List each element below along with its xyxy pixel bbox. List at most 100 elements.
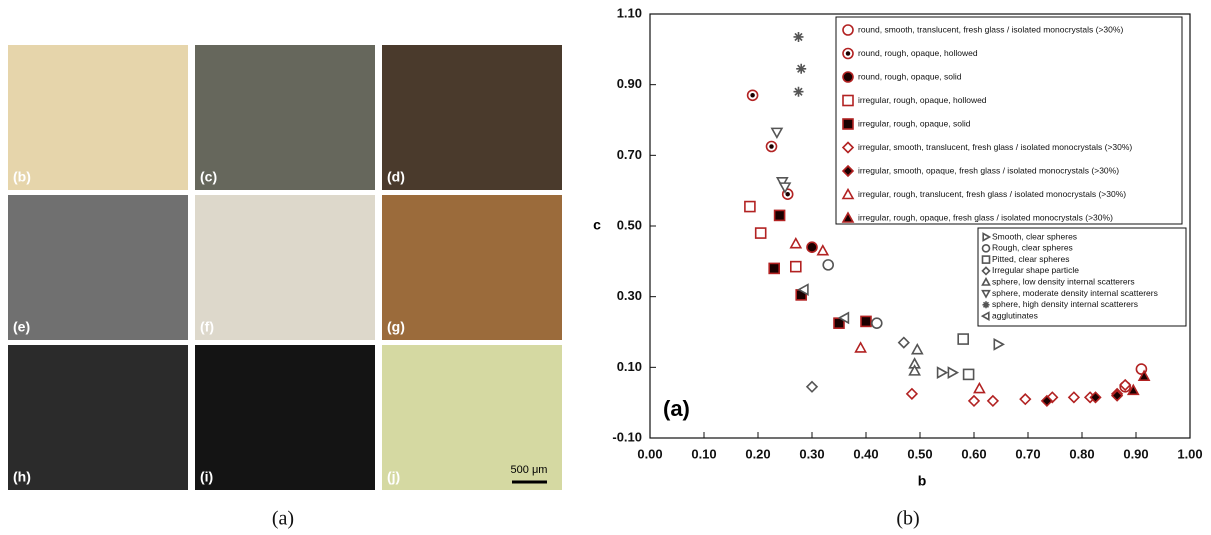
point: [746, 89, 759, 102]
marker-outline: [773, 209, 786, 222]
marker-outline: [793, 86, 804, 97]
marker-outline: [793, 31, 804, 42]
y-axis-label: c: [593, 217, 601, 233]
legend-marker: [981, 255, 991, 264]
marker-outline: [947, 366, 960, 379]
point: [768, 262, 781, 275]
photo-label: (e): [13, 319, 30, 335]
legend-marker: [842, 94, 854, 107]
point: [860, 315, 872, 328]
marker-outline: [816, 244, 830, 256]
legend-label: irregular, rough, opaque, fresh glass / …: [858, 212, 1113, 222]
marker-outline: [957, 333, 970, 345]
point: [773, 209, 786, 222]
point: [870, 317, 883, 329]
caption: (b): [896, 508, 919, 530]
point: [986, 394, 1000, 408]
legend-label: irregular, rough, opaque, solid: [858, 118, 971, 128]
marker-outline: [910, 343, 924, 355]
marker-outline: [1119, 378, 1132, 392]
legend-label: irregular, smooth, opaque, fresh glass /…: [858, 165, 1119, 175]
point: [793, 86, 804, 97]
marker-outline: [981, 289, 991, 299]
marker-outline: [973, 381, 986, 394]
legend-marker: [841, 164, 855, 178]
x-axis-label: b: [918, 473, 927, 489]
x-tick-label: 0.30: [799, 446, 824, 461]
legend-label: sphere, low density internal scatterers: [992, 276, 1135, 286]
photo: [8, 195, 188, 340]
point: [1089, 391, 1102, 404]
y-tick-label: -0.10: [612, 429, 642, 444]
marker-outline: [980, 311, 990, 321]
x-tick-label: 0.70: [1015, 446, 1040, 461]
photo: [382, 195, 562, 340]
marker-outline: [841, 187, 855, 200]
marker-center: [750, 93, 755, 98]
marker-outline: [841, 211, 855, 223]
point: [1126, 383, 1140, 396]
legend-label: sphere, moderate density internal scatte…: [992, 288, 1158, 298]
point: [822, 259, 835, 271]
photo-label: (i): [200, 469, 213, 485]
photo-label: (d): [387, 169, 405, 185]
legend-label: irregular, smooth, translucent, fresh gl…: [858, 142, 1132, 152]
legend-marker: [980, 311, 990, 321]
panel-label: (a): [663, 396, 690, 421]
x-tick-label: 0.60: [961, 446, 986, 461]
legend-label: irregular, rough, translucent, fresh gla…: [858, 189, 1126, 199]
legend-marker: [841, 211, 855, 223]
legend-label: round, smooth, translucent, fresh glass …: [858, 24, 1123, 34]
y-tick-label: 0.90: [617, 76, 642, 91]
point: [1040, 394, 1054, 408]
legend-marker: [842, 71, 854, 83]
point: [993, 338, 1005, 351]
marker-outline: [967, 394, 981, 408]
photo-label: (g): [387, 319, 405, 335]
legend-marker: [981, 266, 991, 276]
marker-outline: [796, 63, 807, 74]
marker-outline: [1126, 383, 1140, 396]
photo: [8, 345, 188, 490]
x-tick-label: 0.40: [853, 446, 878, 461]
scale-bar-label: 500 μm: [511, 464, 548, 476]
marker-outline: [905, 387, 919, 400]
marker-outline: [897, 336, 910, 349]
point: [1019, 393, 1032, 406]
photo-label: (f): [200, 319, 214, 335]
point: [789, 237, 803, 249]
marker-outline: [860, 315, 872, 328]
marker-outline: [797, 283, 809, 296]
legend-label: round, rough, opaque, solid: [858, 71, 962, 81]
legend-label: Irregular shape particle: [992, 265, 1079, 275]
marker-outline: [1067, 391, 1081, 404]
marker-outline: [837, 311, 850, 325]
marker-outline: [822, 259, 835, 271]
point: [973, 381, 986, 394]
marker-outline: [842, 24, 854, 36]
photo: [195, 345, 375, 490]
point: [1067, 391, 1081, 404]
marker-center: [845, 51, 851, 56]
photo-label: (j): [387, 469, 400, 485]
x-tick-label: 0.20: [745, 446, 770, 461]
point: [897, 336, 910, 349]
legend-label: Pitted, clear spheres: [992, 254, 1069, 264]
point: [765, 140, 778, 153]
photo: [195, 195, 375, 340]
marker-outline: [768, 262, 781, 275]
legend-marker: [981, 289, 991, 299]
y-tick-label: 0.30: [617, 288, 642, 303]
marker-center: [785, 191, 790, 197]
marker-outline: [1040, 394, 1054, 408]
legend-label: round, rough, opaque, hollowed: [858, 48, 978, 58]
y-tick-label: 0.70: [617, 147, 642, 162]
marker-outline: [789, 260, 802, 273]
photo-label: (h): [13, 469, 31, 485]
point: [957, 333, 970, 345]
marker-outline: [870, 317, 883, 329]
photo: [8, 45, 188, 190]
photo-label: (c): [200, 169, 217, 185]
legend-label: irregular, rough, opaque, hollowed: [858, 95, 987, 105]
